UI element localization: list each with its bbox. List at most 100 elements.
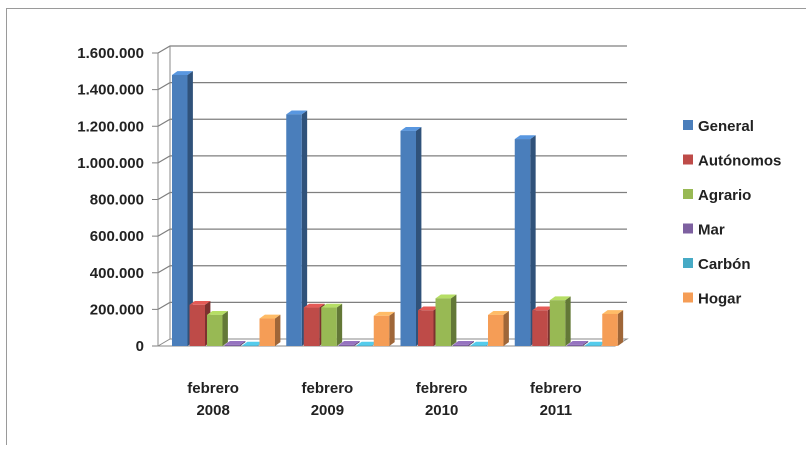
bar-side (222, 311, 228, 346)
bar-front (567, 344, 583, 346)
bar-top (470, 341, 492, 346)
y-tick-label: 1.200.000 (77, 118, 144, 135)
gridline (157, 118, 627, 127)
bar-general (514, 135, 536, 346)
bar-front (242, 345, 258, 347)
bar-mar (567, 341, 589, 346)
bar-top (514, 135, 536, 140)
bar-front (338, 344, 355, 346)
bar-side (336, 303, 343, 346)
bar-front (224, 344, 240, 346)
y-tick-label: 800.000 (90, 192, 144, 209)
y-axis-ticks: 0 200.000 400.000 600.000 800.000 1.000.000 1.… (77, 45, 144, 355)
bar-mar (338, 341, 360, 346)
x-category-label: febrero 2008 (187, 380, 239, 419)
y-tick-label: 400.000 (90, 265, 144, 282)
gridline (157, 155, 627, 164)
legend-swatch (683, 154, 693, 165)
legend-swatch (683, 120, 693, 130)
bar-front (172, 74, 188, 346)
bar-side (301, 110, 308, 346)
bar-side (389, 311, 395, 346)
bar-top (286, 110, 308, 115)
bar-side (187, 71, 193, 346)
bar-hogar (488, 311, 509, 346)
bar-agrario (207, 311, 228, 346)
bar-side (503, 311, 509, 346)
bar-top (602, 310, 624, 314)
bar-front (207, 314, 223, 346)
bar-general (172, 71, 193, 346)
gridline (157, 228, 627, 237)
gridline (157, 265, 627, 274)
y-tick-label: 600.000 (90, 228, 144, 245)
bar-hogar (373, 311, 395, 346)
bar-top (321, 303, 343, 308)
bar-side (416, 126, 422, 347)
bar-front (453, 344, 469, 346)
legend-label: General (698, 118, 754, 135)
bar-front (303, 307, 320, 346)
bar-autónomos (189, 300, 211, 346)
bar-top (453, 341, 474, 345)
bar-top (567, 341, 589, 345)
y-tick-label: 1.000.000 (77, 155, 144, 172)
bar-front (602, 313, 618, 346)
bar-front (189, 304, 205, 346)
bar-front (584, 345, 601, 347)
chart-bars (172, 71, 624, 347)
legend-label: Agrario (698, 187, 751, 204)
gridline (157, 82, 627, 91)
legend-label: Mar (698, 222, 725, 239)
bar-agrario (321, 303, 343, 346)
bar-front (514, 139, 531, 346)
bar-top (356, 341, 378, 346)
bar-top (242, 341, 263, 346)
bar-front (321, 307, 337, 346)
x-category-label: febrero 2009 (302, 380, 354, 419)
bar-top (435, 294, 457, 299)
bar-hogar (602, 310, 624, 346)
bar-front (286, 114, 302, 346)
x-axis-categories: febrero 2008 febrero 2009 febrero 2010 febrero… (187, 380, 581, 419)
bar-top (303, 303, 325, 308)
bar-top (338, 341, 360, 345)
bar-top (259, 314, 281, 319)
legend-label: Hogar (698, 291, 742, 308)
bar-front (418, 310, 434, 346)
bar-top (549, 296, 571, 301)
y-tick-label: 1.400.000 (77, 82, 144, 99)
x-category-label: febrero 2011 (530, 380, 582, 419)
bar-side (565, 296, 571, 346)
legend-swatch (683, 189, 693, 199)
bar-front (470, 345, 486, 347)
legend-label: Carbón (698, 256, 751, 273)
bar-top (189, 300, 211, 305)
bar-top (418, 306, 439, 311)
bar-agrario (549, 296, 571, 346)
bar-front (400, 130, 416, 346)
bar-front (356, 345, 372, 347)
bar-top (373, 311, 395, 316)
bar-side (451, 294, 457, 346)
bar-front (532, 310, 548, 346)
bar-front (488, 314, 504, 346)
legend-label: Autónomos (698, 153, 781, 170)
y-tick-label: 200.000 (90, 301, 144, 318)
bar-mar (224, 341, 246, 346)
bar-front (435, 298, 451, 346)
x-category-label: febrero 2010 (416, 380, 468, 419)
bar-front (549, 300, 566, 346)
gridline (157, 191, 627, 201)
chart-frame (6, 8, 806, 445)
legend: General Autónomos Agrario Mar Carbón Hogar (683, 118, 781, 308)
bar-side (240, 341, 246, 346)
bar-side (354, 341, 360, 346)
bar-side (582, 341, 589, 346)
legend-swatch (683, 258, 693, 268)
bar-top (400, 126, 422, 131)
bar-agrario (435, 294, 457, 346)
bar-top (488, 311, 509, 315)
bar-front (259, 318, 275, 346)
